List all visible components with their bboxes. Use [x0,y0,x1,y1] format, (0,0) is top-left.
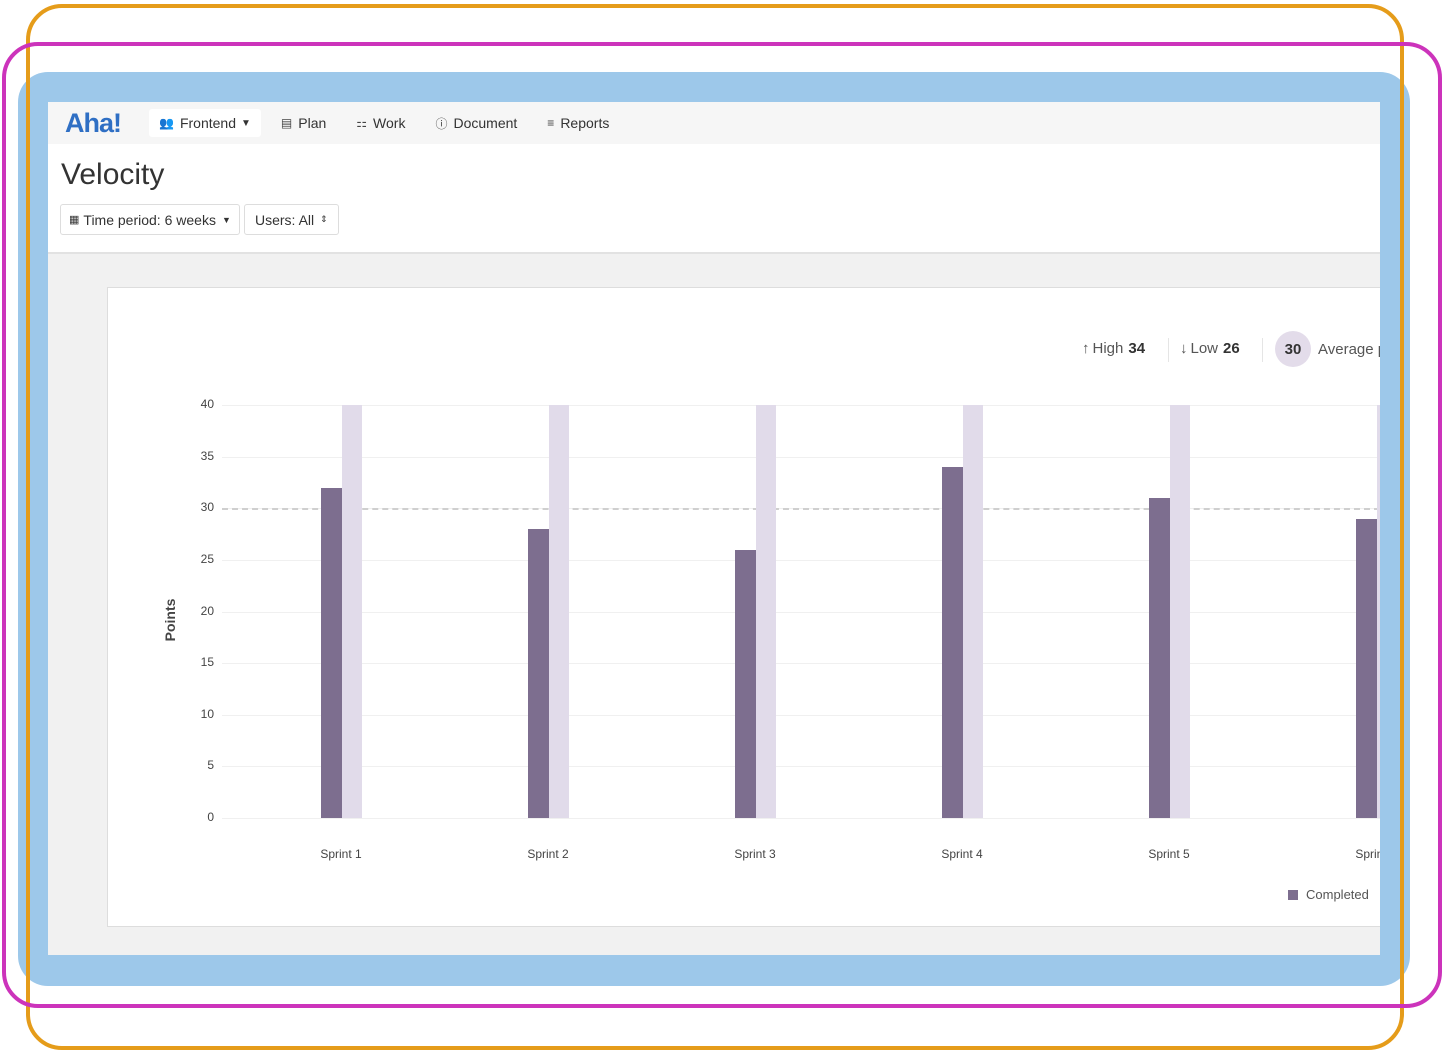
page-title: Velocity [61,158,165,191]
gridline [222,559,1380,561]
completed-bar [942,466,963,818]
legend: Completed [1288,887,1369,902]
nav-label: Frontend [179,115,236,131]
y-tick-label: 35 [200,448,214,463]
arrow-up-icon: ↑ [1082,340,1090,357]
y-tick-label: 5 [207,758,214,773]
y-tick-label: 10 [200,706,214,721]
nav-plan[interactable]: ▤ Plan [271,109,336,137]
logo[interactable]: Aha! [65,107,122,138]
x-tick-label: Sprint 1 [320,847,362,861]
stat-value: 26 [1223,340,1240,357]
gridline [222,818,1380,819]
nav-label: Document [453,115,518,131]
info-icon: ⓘ [435,116,448,131]
nav-document[interactable]: ⓘ Document [425,109,527,137]
nav-label: Work [373,115,406,131]
calendar-icon: ▦ [69,214,80,226]
users-icon: 👥 [159,116,174,130]
gridline [222,714,1380,716]
completed-bar [321,487,342,818]
stat-average: 30 Average p [1275,331,1380,367]
nav-reports[interactable]: ≡ Reports [537,109,619,137]
divider [1262,338,1263,362]
nav-work[interactable]: ⚏ Work [346,109,415,137]
gridline [222,611,1380,613]
gridline [222,663,1380,665]
completed-bar [735,549,756,818]
background-bar [1170,405,1190,818]
caret-down-icon: ▼ [241,117,251,129]
divider [1168,338,1169,362]
average-badge: 30 [1275,331,1311,367]
highlight-frame [26,4,1404,1050]
background-bar [963,405,983,818]
legend-label: Completed [1306,887,1369,902]
filter-label: Time period: 6 weeks [83,211,216,228]
x-tick-label: Sprint 2 [527,847,569,861]
gridline [222,766,1380,768]
x-tick-label: Sprint 5 [1148,847,1190,861]
y-tick-label: 30 [200,500,214,515]
y-tick-label: 25 [200,551,214,566]
gridline [222,456,1380,458]
stat-label: Average p [1318,340,1380,358]
report-icon: ≡ [547,116,555,130]
background-bar [1377,405,1380,818]
completed-bar [1356,518,1377,818]
page-header: Velocity ▦ Time period: 6 weeks ▼ Users: A… [48,144,1380,254]
y-tick-label: 40 [200,397,214,411]
stat-low: ↓ Low 26 [1180,340,1240,357]
stat-value: 34 [1128,340,1146,357]
time-period-dropdown[interactable]: ▦ Time period: 6 weeks ▼ [60,204,240,235]
background-bar [342,405,362,818]
y-tick-label: 0 [207,810,214,824]
stat-label: Low [1190,340,1219,357]
stat-label: High [1092,340,1124,357]
arrow-down-icon: ↓ [1180,340,1188,357]
sort-icon: ⇕ [320,214,328,224]
x-tick-label: Sprint 6 [1355,847,1380,861]
x-tick-label: Sprint 3 [734,847,776,861]
completed-bar [1149,497,1170,818]
caret-down-icon: ▼ [221,214,231,225]
background-bar [549,405,569,818]
y-tick-label: 15 [200,655,214,670]
stat-high: ↑ High 34 [1082,340,1145,357]
y-axis-label: Points [162,598,178,642]
calendar-icon: ▤ [280,116,293,130]
y-tick-label: 20 [200,603,214,618]
background-bar [756,405,776,818]
legend-swatch [1288,889,1298,900]
x-tick-label: Sprint 4 [941,847,983,861]
nav-label: Reports [560,115,610,131]
users-dropdown[interactable]: Users: All ⇕ [244,204,339,235]
completed-bar [528,528,549,818]
grid-icon: ⚏ [356,116,368,130]
highlight-frame [2,42,1442,1008]
gridline [222,405,1380,406]
filter-label: Users: All [255,211,315,228]
average-line [222,508,1380,511]
top-nav: Aha! 👥 Frontend ▼ ▤ Plan ⚏ Work ⓘ Document ≡ R… [48,102,1380,144]
nav-frontend[interactable]: 👥 Frontend ▼ [149,109,261,137]
nav-label: Plan [298,115,327,131]
